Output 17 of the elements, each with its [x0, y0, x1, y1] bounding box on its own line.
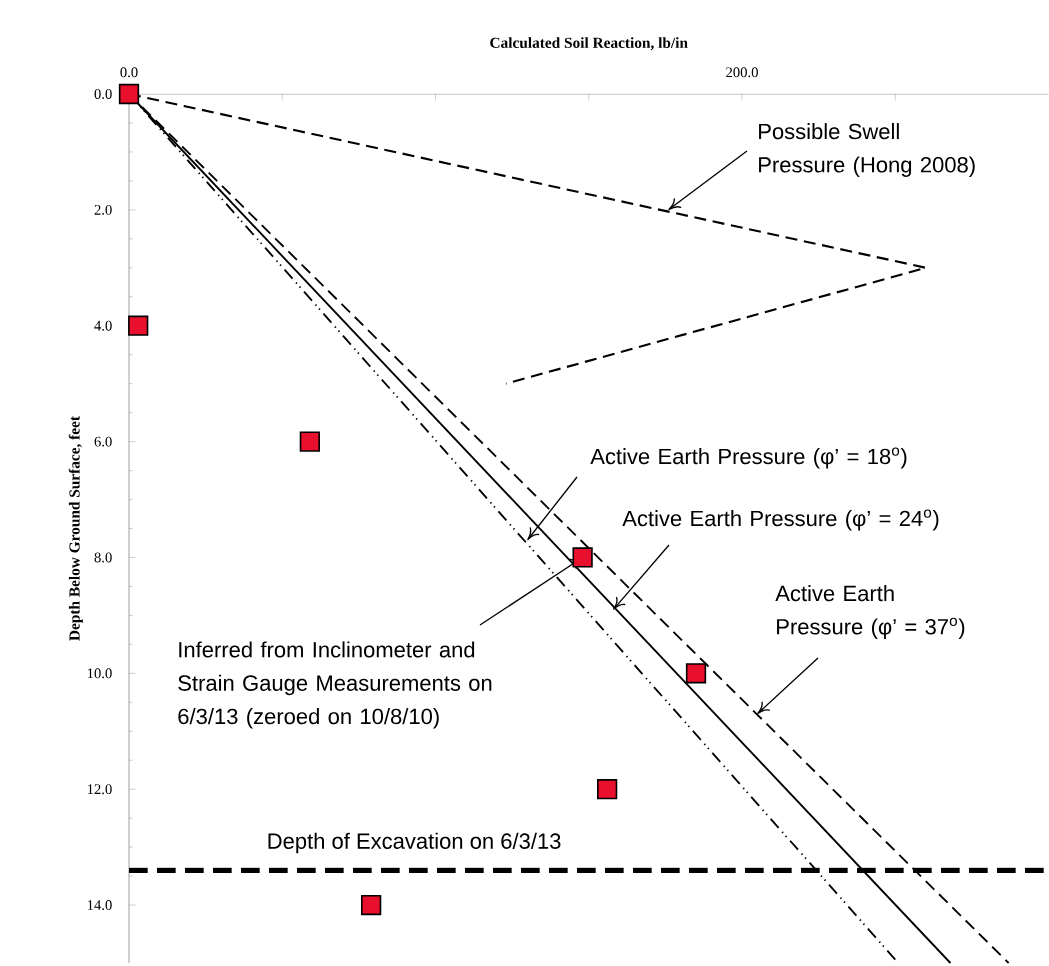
y-tick-label: 2.0 — [94, 204, 112, 215]
y-tick-label: 4.0 — [94, 320, 112, 331]
annotation: Active Earth Pressure (φ’ = 18$^{o}$) — [590, 447, 907, 469]
y-axis-title: Depth Below Ground Surface, feet — [68, 416, 83, 641]
annotation: Active Earth Pressure (φ’ = 24$^{o}$) — [622, 509, 939, 531]
y-tick-label: 10.0 — [87, 668, 112, 679]
y-tick-label: 12.0 — [87, 784, 112, 795]
annotation: Possible Swell Pressure (Hong 2008) — [759, 123, 975, 177]
x-tick-label: 200.0 — [726, 67, 758, 78]
y-tick-label: 14.0 — [87, 900, 112, 911]
annotation: Inferred from Inclinometer and Strain Gauge Measurements on 6/3/13 (zeroed on 10/8/10) — [178, 641, 492, 729]
y-tick-label: 6.0 — [94, 436, 112, 447]
y-tick-label: 0.0 — [94, 89, 112, 99]
y-tick-label: 8.0 — [94, 552, 112, 563]
annotation: Active Earth Pressure (φ’ = 37$^{o}$) — [775, 585, 965, 639]
x-axis-title: Calculated Soil Reaction, lb/in — [490, 37, 688, 51]
ref-line-label: Depth of Excavation on 6/3/13 — [268, 832, 561, 854]
